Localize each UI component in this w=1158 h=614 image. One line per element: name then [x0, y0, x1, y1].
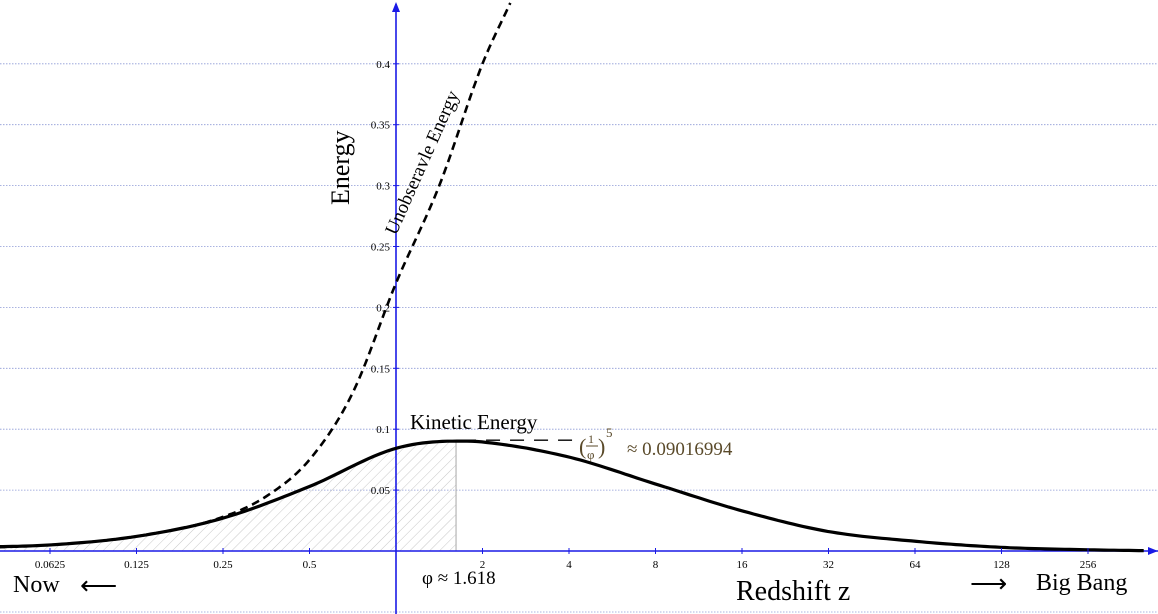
y-tick-label-6: 0.35 [371, 120, 391, 132]
formula-open-paren: ( [579, 434, 586, 459]
x-tick-label-3: 0.5 [303, 559, 317, 571]
x-tick-label-2: 0.25 [213, 559, 233, 571]
peak-formula: ( 1 φ ) 5 ≈ 0.09016994 [579, 425, 733, 462]
y-axis-label: Energy [326, 130, 355, 205]
y-tick-label-2: 0.15 [371, 363, 391, 375]
now-label: Now [13, 572, 60, 598]
x-tick-label-10: 128 [993, 559, 1010, 571]
right-arrow: ⟶ [970, 569, 1007, 598]
x-axis-label: Redshift z [736, 576, 850, 607]
x-tick-label-5: 4 [566, 559, 572, 571]
formula-value: ≈ 0.09016994 [627, 439, 733, 460]
y-tick-label-4: 0.25 [371, 242, 391, 254]
y-tick-label-0: 0.05 [371, 485, 391, 497]
left-arrow: ⟵ [80, 571, 117, 600]
unobservable-energy-label: Unobseravle Energy [381, 87, 464, 238]
phi-label: φ ≈ 1.618 [422, 568, 496, 589]
formula-exponent: 5 [606, 425, 613, 440]
y-tick-label-7: 0.4 [376, 59, 390, 71]
x-tick-label-11: 256 [1080, 559, 1097, 571]
x-tick-label-8: 32 [823, 559, 834, 571]
x-tick-label-9: 64 [910, 559, 922, 571]
y-tick-label-3: 0.2 [376, 302, 390, 314]
series-layer [0, 2, 1144, 553]
formula-denominator: φ [587, 447, 595, 462]
big-bang-label: Big Bang [1036, 570, 1127, 596]
x-axis-arrowhead [1148, 547, 1158, 555]
tick-labels: 0.0625 0.125 0.25 0.5 2 4 8 16 32 64 128 2560.050.1… [35, 59, 1097, 571]
formula-close-paren: ) [598, 434, 605, 459]
grid-lines [0, 63, 1158, 613]
x-tick-label-1: 0.125 [124, 559, 149, 571]
x-tick-label-0: 0.0625 [35, 559, 66, 571]
y-tick-label-5: 0.3 [376, 181, 390, 193]
x-tick-label-4: 2 [480, 559, 486, 571]
y-axis-arrowhead [392, 2, 400, 12]
y-tick-label-1: 0.1 [376, 424, 390, 436]
x-tick-label-6: 8 [653, 559, 659, 571]
series-line-unobseravle-energy [0, 2, 512, 549]
kinetic-energy-label: Kinetic Energy [410, 410, 538, 434]
x-tick-label-7: 16 [737, 559, 749, 571]
formula-numerator: 1 [588, 432, 594, 446]
